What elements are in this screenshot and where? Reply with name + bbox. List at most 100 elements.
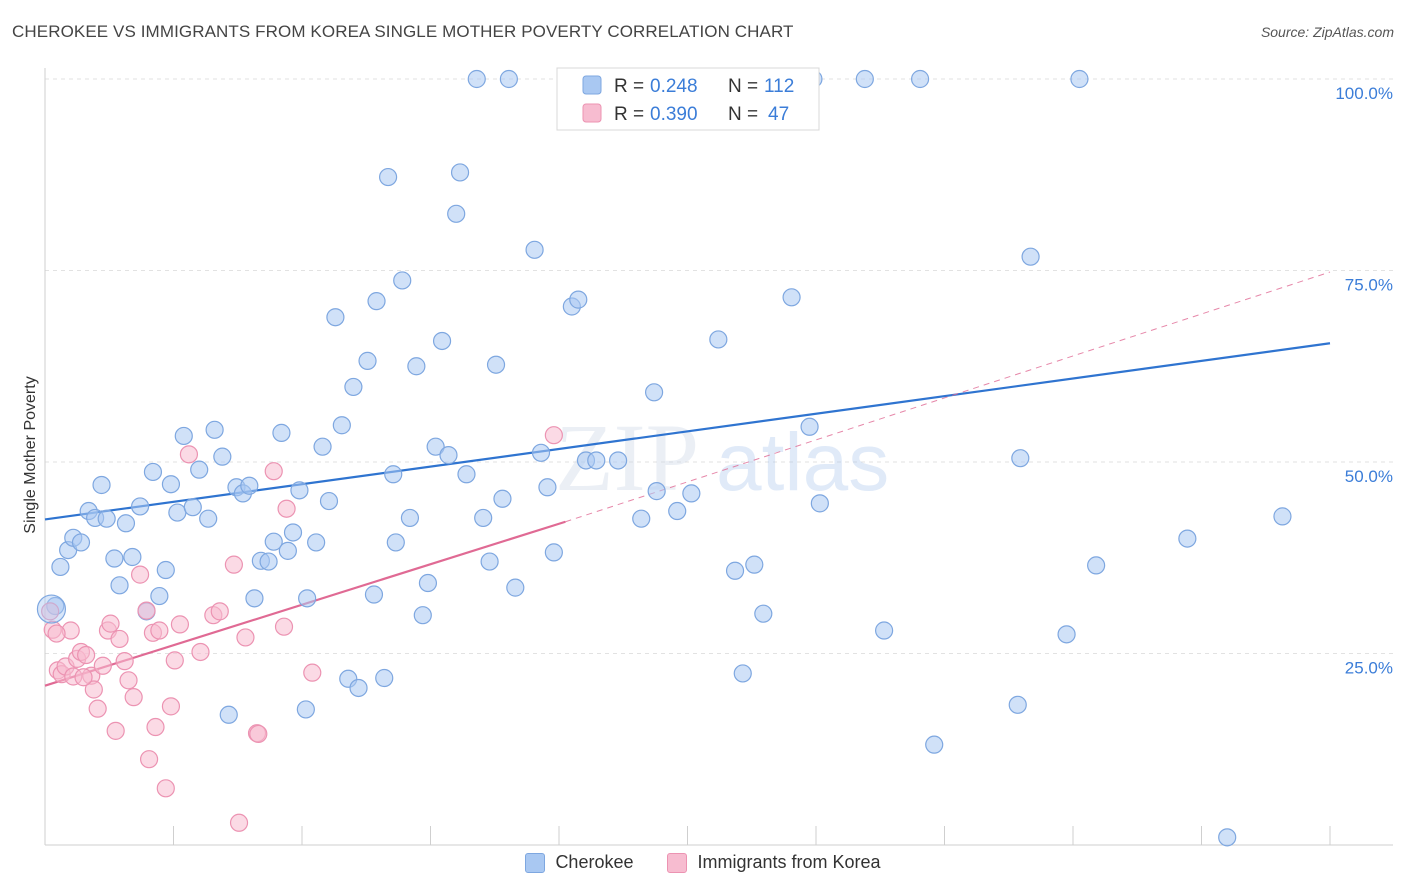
point-cherokee <box>426 437 445 456</box>
point-cherokee <box>474 508 493 528</box>
point-cherokee <box>709 330 728 349</box>
point-cherokee <box>538 478 557 497</box>
point-korea <box>124 688 143 707</box>
point-cherokee <box>378 167 398 187</box>
point-cherokee <box>156 560 175 580</box>
point-korea <box>77 645 96 665</box>
point-cherokee <box>400 508 420 528</box>
stats-swatch-korea <box>582 103 602 123</box>
point-cherokee <box>283 523 303 542</box>
point-korea <box>274 617 294 636</box>
point-cherokee <box>150 586 169 606</box>
point-cherokee <box>384 465 403 484</box>
point-cherokee <box>168 503 187 522</box>
scatter-plot: ZIP atlas 25.0%50.0%75.0%100.0%0.0%100.0… <box>22 67 1393 847</box>
point-cherokee <box>245 589 264 608</box>
legend-item-cherokee[interactable]: Cherokee <box>525 852 633 873</box>
source-label: Source: ZipAtlas.com <box>1260 24 1394 40</box>
point-cherokee <box>499 69 518 89</box>
point-cherokee <box>506 578 525 597</box>
point-cherokee <box>319 491 339 511</box>
point-cherokee <box>36 594 67 624</box>
point-cherokee <box>407 357 426 376</box>
legend: Cherokee Immigrants from Korea <box>0 852 1406 873</box>
point-cherokee <box>326 308 345 327</box>
point-korea <box>229 813 249 832</box>
point-cherokee <box>800 417 819 436</box>
point-korea <box>210 602 229 621</box>
data-points <box>36 69 1292 847</box>
point-cherokee <box>51 557 70 577</box>
point-korea <box>161 697 181 716</box>
point-korea <box>249 724 268 744</box>
point-cherokee <box>447 204 466 223</box>
point-cherokee <box>161 475 181 494</box>
point-cherokee <box>71 533 91 552</box>
point-cherokee <box>313 437 332 456</box>
point-cherokee <box>450 163 470 182</box>
y-tick-label: 100.0% <box>1335 84 1393 103</box>
point-korea <box>115 652 134 671</box>
stats-n-label-2: N = <box>728 104 758 125</box>
point-cherokee <box>272 423 291 442</box>
point-korea <box>277 499 296 518</box>
point-cherokee <box>531 443 551 462</box>
point-korea <box>179 445 199 464</box>
point-cherokee <box>240 476 259 495</box>
point-cherokee <box>1273 507 1292 526</box>
point-cherokee <box>130 497 150 516</box>
point-cherokee <box>143 462 163 482</box>
point-cherokee <box>1057 625 1076 644</box>
point-korea <box>110 629 129 649</box>
point-cherokee <box>609 451 628 470</box>
point-korea <box>101 614 120 633</box>
axes <box>44 68 1393 846</box>
point-cherokee <box>123 547 142 567</box>
gridlines <box>45 78 1393 654</box>
point-cherokee <box>1021 247 1040 266</box>
point-cherokee <box>418 573 438 593</box>
point-cherokee <box>1011 449 1030 468</box>
point-korea <box>150 621 169 640</box>
point-cherokee <box>413 606 432 625</box>
point-cherokee <box>1178 529 1197 548</box>
point-cherokee <box>183 498 202 517</box>
point-korea <box>88 699 107 718</box>
point-cherokee <box>782 288 801 307</box>
stats-box: R = 0.248 N = 112 R = 0.390 N = 47 <box>556 67 820 131</box>
legend-item-korea[interactable]: Immigrants from Korea <box>667 852 881 873</box>
legend-swatch-korea <box>667 852 688 873</box>
point-cherokee <box>647 482 666 501</box>
y-axis-title: Single Mother Poverty <box>22 376 39 533</box>
point-cherokee <box>569 290 588 309</box>
point-korea <box>224 555 243 574</box>
point-cherokee <box>457 465 476 484</box>
point-cherokee <box>375 668 394 688</box>
point-cherokee <box>205 420 224 439</box>
point-cherokee <box>213 447 232 466</box>
watermark-zip: ZIP <box>555 404 699 511</box>
point-cherokee <box>668 501 687 521</box>
chart-title: CHEROKEE VS IMMIGRANTS FROM KOREA SINGLE… <box>12 22 794 41</box>
point-cherokee <box>364 585 384 604</box>
point-korea <box>156 779 175 798</box>
point-cherokee <box>259 552 278 571</box>
point-cherokee <box>1008 695 1027 714</box>
legend-swatch-cherokee <box>525 852 546 873</box>
point-korea <box>41 602 60 621</box>
point-cherokee <box>332 416 351 435</box>
point-korea <box>170 615 190 634</box>
y-tick-label: 75.0% <box>1345 276 1393 295</box>
y-tick-label: 25.0% <box>1345 659 1393 678</box>
point-cherokee <box>349 678 368 698</box>
point-cherokee <box>754 604 773 623</box>
legend-label-cherokee: Cherokee <box>555 852 634 872</box>
point-korea <box>191 642 210 662</box>
point-cherokee <box>307 533 326 552</box>
trend-line-cherokee <box>44 342 1331 521</box>
point-cherokee <box>1087 556 1106 575</box>
point-cherokee <box>480 552 499 571</box>
point-cherokee <box>810 494 829 513</box>
point-cherokee <box>745 555 764 574</box>
point-cherokee <box>725 561 745 580</box>
